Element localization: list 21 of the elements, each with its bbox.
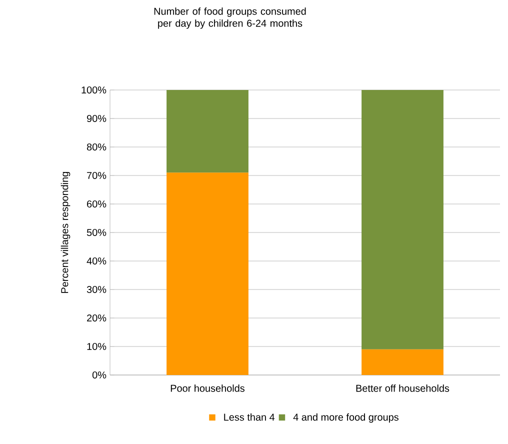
y-tick-label: 10%	[87, 342, 106, 350]
y-tick-label: 100%	[82, 86, 106, 94]
bar	[362, 349, 444, 375]
y-tick-label: 80%	[86, 143, 106, 151]
x-tick-label: Poor households	[170, 384, 245, 392]
bar	[166, 172, 248, 375]
y-tick-label: 0%	[92, 371, 106, 379]
y-axis-title: Percent villages responding	[60, 172, 70, 293]
legend-label: Less than 4	[224, 413, 275, 421]
bar	[166, 90, 248, 173]
chart-title: Number of food groups consumed per day by children 6-24 months	[154, 8, 306, 29]
y-tick-label: 30%	[86, 286, 106, 294]
y-tick-label: 90%	[87, 114, 106, 122]
x-tick-label: Better off households	[356, 384, 450, 392]
y-tick-label: 20%	[87, 314, 106, 322]
y-tick-label: 70%	[87, 172, 106, 180]
y-tick-label: 40%	[86, 257, 106, 265]
bar	[362, 90, 444, 350]
legend-label: 4 and more food groups	[293, 413, 398, 423]
y-tick-label: 60%	[87, 200, 106, 208]
y-tick-label: 50%	[86, 228, 106, 236]
